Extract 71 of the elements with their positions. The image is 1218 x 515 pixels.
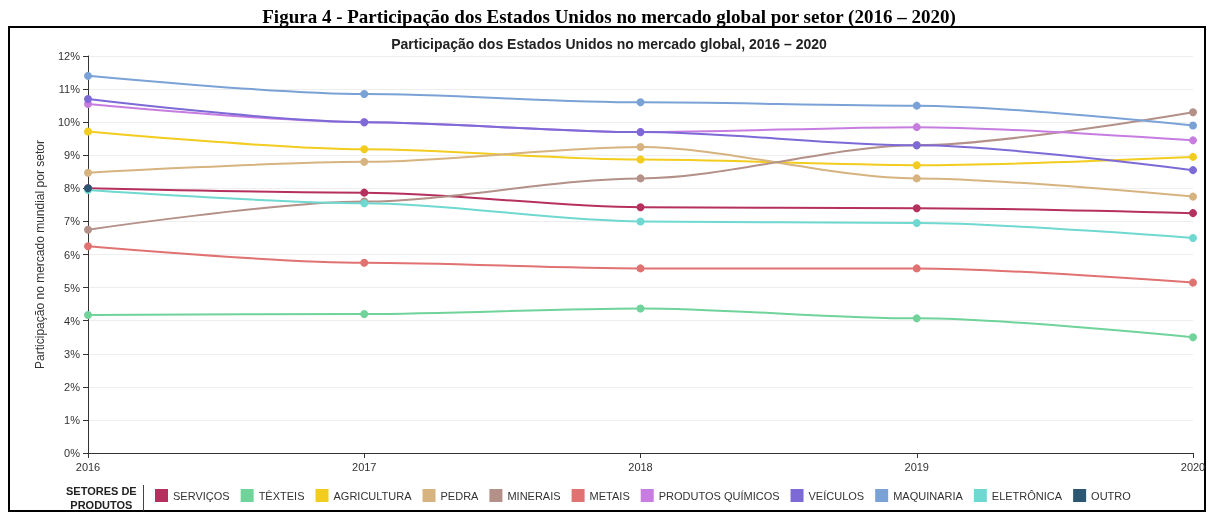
legend-label: MAQUINARIA — [893, 489, 964, 502]
point — [1189, 152, 1197, 161]
y-tick-label: 3% — [64, 347, 81, 360]
y-tick-label: 8% — [64, 182, 81, 195]
point — [912, 174, 921, 183]
point — [912, 219, 921, 228]
x-tick-label: 2018 — [628, 460, 653, 473]
point — [1189, 192, 1197, 201]
legend-label: PRODUTOS QUÍMICOS — [658, 489, 780, 502]
point — [912, 123, 921, 132]
y-tick-label: 10% — [57, 116, 81, 129]
point — [912, 314, 921, 323]
point — [360, 188, 369, 197]
point — [636, 142, 645, 151]
legend-label: TÊXTEIS — [258, 489, 305, 502]
y-tick-label: 7% — [64, 215, 81, 228]
legend-label: PEDRA — [440, 489, 480, 502]
point — [1189, 136, 1197, 145]
point — [1189, 108, 1197, 117]
x-tick-label: 2019 — [904, 460, 929, 473]
point — [84, 95, 92, 104]
point — [636, 98, 645, 107]
point — [360, 90, 369, 99]
legend-label: OUTRO — [1091, 489, 1132, 502]
y-tick-label: 1% — [64, 413, 81, 426]
y-tick-label: 0% — [64, 447, 81, 459]
y-tick-label: 4% — [64, 314, 81, 327]
point — [912, 101, 921, 110]
y-tick-label: 5% — [64, 281, 81, 294]
point — [360, 145, 369, 154]
chart-title: Participação dos Estados Unidos no mercado global, 2016 – 2020 — [391, 36, 828, 52]
point — [84, 311, 92, 320]
point — [360, 258, 369, 267]
point — [84, 242, 92, 251]
point — [1189, 121, 1197, 130]
point — [360, 310, 369, 319]
point — [360, 157, 369, 166]
point — [84, 127, 92, 136]
legend-label: SERVIÇOS — [173, 489, 230, 502]
point — [636, 304, 645, 313]
y-tick-label: 11% — [58, 83, 81, 96]
legend-label: VEÍCULOS — [808, 489, 865, 502]
point — [912, 204, 921, 213]
legend-label: METAIS — [589, 489, 630, 502]
point — [636, 264, 645, 273]
x-tick-label: 2016 — [75, 460, 101, 473]
point — [636, 217, 645, 226]
x-tick-label: 2017 — [352, 460, 377, 473]
legend-label: MINERAIS — [507, 489, 561, 502]
point — [912, 161, 921, 170]
y-tick-label: 9% — [64, 149, 81, 162]
point — [1189, 278, 1197, 287]
point — [1189, 166, 1197, 175]
point — [636, 203, 645, 212]
y-tick-label: 6% — [64, 248, 81, 261]
point — [1189, 209, 1197, 218]
point — [636, 155, 645, 164]
legend-label: ELETRÔNICA — [991, 489, 1063, 502]
point — [1189, 233, 1197, 242]
point — [84, 71, 92, 80]
point — [912, 264, 921, 273]
legend-label: AGRICULTURA — [333, 489, 413, 502]
legend-title: SETORES DE PRODUTOS — [65, 485, 137, 511]
y-tick-label: 12% — [57, 50, 81, 62]
y-axis-title: Participação no mercado mundial por setor — [33, 140, 47, 369]
point — [1189, 333, 1197, 342]
point — [636, 174, 645, 183]
point — [84, 225, 92, 234]
point — [84, 168, 92, 177]
y-tick-label: 2% — [64, 380, 81, 393]
text: Figura 4 - Participação dos Estados Unidos no mercado global por setor (2016 – 2020) — [262, 6, 956, 28]
